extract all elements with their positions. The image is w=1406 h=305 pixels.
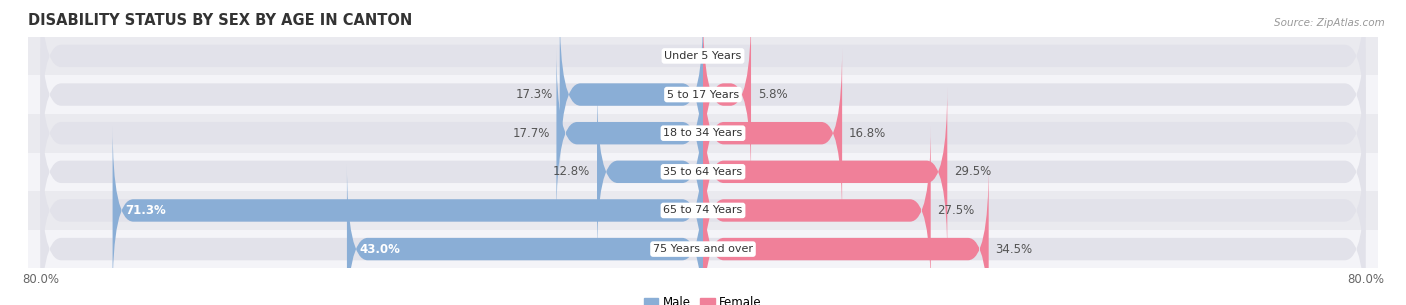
FancyBboxPatch shape <box>112 125 703 296</box>
FancyBboxPatch shape <box>703 9 751 180</box>
Text: 5.8%: 5.8% <box>758 88 787 101</box>
FancyBboxPatch shape <box>557 48 703 219</box>
FancyBboxPatch shape <box>41 86 1365 257</box>
Text: 12.8%: 12.8% <box>553 165 591 178</box>
FancyBboxPatch shape <box>41 164 1365 305</box>
FancyBboxPatch shape <box>703 164 988 305</box>
FancyBboxPatch shape <box>703 125 931 296</box>
Text: 17.7%: 17.7% <box>512 127 550 140</box>
Bar <box>28 37 1378 75</box>
FancyBboxPatch shape <box>41 48 1365 219</box>
FancyBboxPatch shape <box>41 0 1365 141</box>
FancyBboxPatch shape <box>560 9 703 180</box>
Text: Source: ZipAtlas.com: Source: ZipAtlas.com <box>1274 18 1385 28</box>
Text: 65 to 74 Years: 65 to 74 Years <box>664 206 742 215</box>
Bar <box>28 230 1378 268</box>
Text: 43.0%: 43.0% <box>360 242 401 256</box>
FancyBboxPatch shape <box>703 48 842 219</box>
Text: 29.5%: 29.5% <box>953 165 991 178</box>
Text: 34.5%: 34.5% <box>995 242 1032 256</box>
Text: 0.0%: 0.0% <box>666 49 696 63</box>
Bar <box>28 114 1378 152</box>
Bar <box>28 152 1378 191</box>
Text: 27.5%: 27.5% <box>938 204 974 217</box>
Text: 17.3%: 17.3% <box>516 88 553 101</box>
Bar <box>28 191 1378 230</box>
FancyBboxPatch shape <box>41 9 1365 180</box>
Text: Under 5 Years: Under 5 Years <box>665 51 741 61</box>
FancyBboxPatch shape <box>598 86 703 257</box>
Text: 16.8%: 16.8% <box>849 127 886 140</box>
Text: 71.3%: 71.3% <box>125 204 166 217</box>
FancyBboxPatch shape <box>41 125 1365 296</box>
Text: 18 to 34 Years: 18 to 34 Years <box>664 128 742 138</box>
Bar <box>28 75 1378 114</box>
Text: 75 Years and over: 75 Years and over <box>652 244 754 254</box>
Text: DISABILITY STATUS BY SEX BY AGE IN CANTON: DISABILITY STATUS BY SEX BY AGE IN CANTO… <box>28 13 412 28</box>
Legend: Male, Female: Male, Female <box>640 291 766 305</box>
Text: 5 to 17 Years: 5 to 17 Years <box>666 90 740 99</box>
Text: 0.0%: 0.0% <box>710 49 740 63</box>
FancyBboxPatch shape <box>347 164 703 305</box>
Text: 35 to 64 Years: 35 to 64 Years <box>664 167 742 177</box>
FancyBboxPatch shape <box>703 86 948 257</box>
